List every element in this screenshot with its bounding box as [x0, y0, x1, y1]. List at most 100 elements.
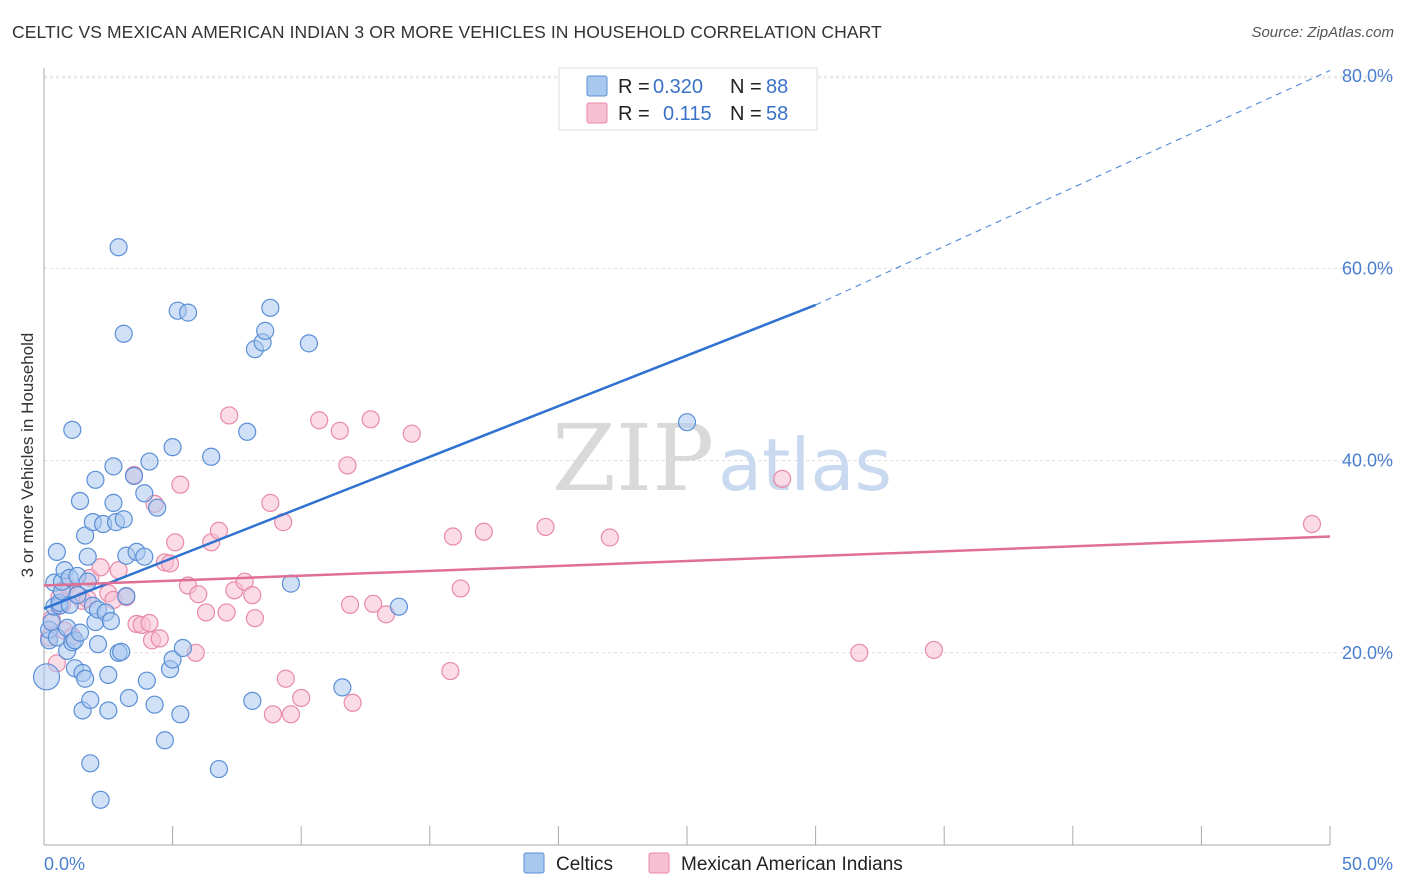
- y-tick-labels: 20.0% 40.0% 60.0% 80.0%: [1342, 66, 1393, 663]
- mexican-point: [600, 528, 619, 547]
- mexican-point: [150, 629, 169, 648]
- chart-title: CELTIC VS MEXICAN AMERICAN INDIAN 3 OR M…: [12, 22, 882, 42]
- celtics-point: [281, 574, 301, 593]
- y-tick-label-60: 60.0%: [1342, 258, 1393, 278]
- celtics-point: [70, 491, 90, 511]
- legend-n-value-mexican: 58: [766, 103, 788, 125]
- x-ticks: [43, 826, 1331, 845]
- celtics-point: [155, 731, 174, 750]
- celtics-point: [99, 701, 118, 720]
- mexican-point: [850, 643, 869, 662]
- celtics-point: [112, 642, 131, 661]
- celtics-point: [148, 498, 167, 517]
- celtics-point: [47, 542, 66, 562]
- celtics-points: [32, 238, 697, 809]
- mexican-point: [166, 533, 185, 552]
- celtics-point: [76, 669, 95, 688]
- celtics-point: [173, 638, 192, 658]
- legend-n-label-mexican: N =: [730, 103, 762, 125]
- bottom-legend-swatch-mexican: [648, 852, 670, 874]
- celtics-point: [42, 612, 61, 632]
- mexican-point: [343, 693, 362, 712]
- celtics-point: [101, 611, 120, 631]
- mexican-point: [330, 421, 349, 440]
- celtics-point: [389, 597, 409, 616]
- bottom-legend-label-celtics: Celtics: [556, 854, 613, 875]
- celtics-point: [86, 470, 105, 489]
- chart-source: Source: ZipAtlas.com: [1251, 24, 1394, 41]
- celtics-point: [171, 705, 190, 724]
- celtics-point: [117, 587, 136, 606]
- bottom-legend-swatch-celtics: [523, 852, 545, 874]
- celtics-point: [88, 635, 108, 654]
- celtics-point: [261, 298, 280, 317]
- watermark: ZIP atlas: [552, 405, 892, 512]
- mexican-point: [924, 640, 944, 660]
- mexican-point: [441, 661, 460, 681]
- celtics-point: [299, 334, 319, 353]
- mexican-point: [310, 411, 329, 430]
- mexican-point: [1302, 514, 1322, 534]
- x-tick-label-min: 0.0%: [44, 854, 85, 874]
- y-tick-label-40: 40.0%: [1342, 451, 1393, 471]
- mexican-point: [189, 585, 208, 604]
- legend-r-value-mexican: 0.115: [663, 103, 712, 125]
- celtics-point: [78, 547, 97, 566]
- legend-r-label-mexican: R =: [618, 103, 650, 125]
- celtics-point: [104, 493, 123, 512]
- celtics-point: [140, 452, 159, 471]
- celtics-point: [99, 665, 118, 685]
- mexican-point: [217, 603, 236, 622]
- mexican-point: [263, 705, 283, 724]
- mexican-point: [281, 705, 301, 724]
- bottom-legend-label-mexican: Mexican American Indians: [681, 854, 903, 875]
- celtics-point: [677, 413, 697, 432]
- celtics-point: [114, 324, 133, 343]
- celtics-point: [63, 420, 82, 439]
- mexican-point: [91, 558, 110, 577]
- mexican-point: [220, 406, 239, 425]
- celtics-point: [145, 695, 164, 714]
- legend-swatch-celtics: [586, 75, 608, 97]
- celtics-point: [124, 466, 144, 486]
- celtics-point: [70, 623, 90, 642]
- legend-r-label-celtics: R =: [618, 76, 650, 98]
- celtics-point: [91, 790, 110, 809]
- mexican-point: [443, 527, 463, 546]
- mexican-point: [243, 586, 262, 605]
- celtics-point: [135, 484, 154, 503]
- celtics-point: [114, 510, 133, 529]
- mexican-point: [171, 475, 190, 494]
- celtics-point: [109, 238, 128, 257]
- celtics-point: [81, 690, 100, 709]
- mexican-point: [364, 594, 383, 613]
- celtics-point: [163, 438, 182, 457]
- mexican-point: [338, 456, 357, 475]
- celtics-point: [209, 759, 228, 779]
- mexican-trend-line: [43, 535, 1331, 587]
- mexican-point: [245, 609, 265, 628]
- celtics-point: [256, 321, 275, 340]
- watermark-atlas: atlas: [718, 423, 892, 507]
- celtics-point: [178, 303, 198, 322]
- celtics-trend-line-extension: [815, 69, 1331, 306]
- celtics-point: [81, 754, 100, 773]
- mexican-point: [276, 669, 295, 688]
- mexican-point: [196, 603, 216, 622]
- legend-swatch-mexican: [586, 102, 608, 124]
- celtics-point: [78, 572, 97, 591]
- mexican-point: [140, 613, 159, 633]
- celtics-point: [137, 671, 156, 690]
- series-legend: Celtics Mexican American Indians: [523, 852, 903, 875]
- mexican-point: [361, 410, 380, 429]
- mexican-point: [474, 522, 493, 541]
- mexican-point: [451, 579, 470, 598]
- celtics-point: [135, 547, 154, 566]
- y-tick-label-80: 80.0%: [1342, 66, 1393, 86]
- celtics-point: [119, 688, 138, 708]
- celtics-point: [163, 650, 182, 669]
- trend-lines: [43, 69, 1331, 610]
- celtics-point: [32, 663, 61, 691]
- celtics-point: [202, 447, 221, 466]
